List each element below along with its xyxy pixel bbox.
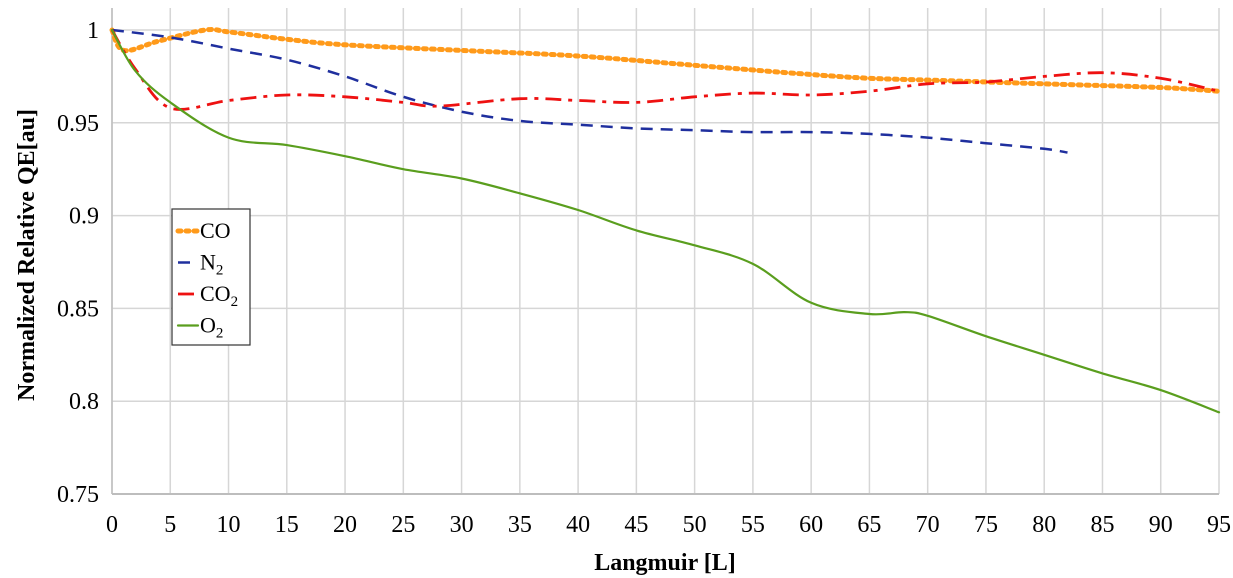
series-line-co2 — [110, 29, 1220, 111]
x-tick-label: 25 — [391, 512, 415, 538]
x-tick-label: 85 — [1090, 512, 1114, 538]
series-line-n2 — [111, 28, 1068, 154]
x-tick-label: 50 — [683, 512, 707, 538]
grid — [111, 8, 1220, 495]
x-tick-label: 45 — [624, 512, 648, 538]
series-line-o2 — [110, 28, 1221, 414]
x-tick-label: 40 — [566, 512, 590, 538]
x-tick-label: 80 — [1032, 512, 1056, 538]
x-tick-label: 60 — [799, 512, 823, 538]
y-tick-label: 0.85 — [57, 296, 99, 322]
x-tick-label: 70 — [916, 512, 940, 538]
x-tick-label: 75 — [974, 512, 998, 538]
legend-label: N2 — [200, 250, 223, 279]
series-line-co — [109, 26, 1222, 94]
x-tick-label: 35 — [508, 512, 532, 538]
series-lines — [109, 26, 1222, 414]
y-tick-label: 0.95 — [57, 111, 99, 137]
x-tick-label: 10 — [217, 512, 241, 538]
y-tick-labels: 0.75 0.8 0.85 0.9 0.95 1 — [57, 18, 99, 508]
x-tick-label: 0 — [106, 512, 118, 538]
legend-label: O2 — [200, 313, 223, 342]
y-tick-label: 1 — [87, 18, 99, 44]
y-tick-label: 0.8 — [69, 389, 99, 415]
axes — [111, 8, 1219, 495]
x-tick-label: 30 — [450, 512, 474, 538]
legend-label: CO2 — [200, 281, 238, 310]
y-tick-label: 0.9 — [69, 204, 99, 230]
y-axis-title: Normalized Relative QE[au] — [14, 109, 40, 401]
x-tick-label: 20 — [333, 512, 357, 538]
y-tick-label: 0.75 — [57, 482, 99, 508]
x-tick-label: 90 — [1149, 512, 1173, 538]
x-tick-label: 5 — [164, 512, 176, 538]
x-tick-label: 95 — [1207, 512, 1231, 538]
x-tick-label: 65 — [857, 512, 881, 538]
x-tick-labels: 0 5 10 15 20 25 30 35 40 45 50 55 60 65 70 75 80 85 90 95 — [106, 512, 1231, 538]
legend-label: CO — [200, 218, 231, 243]
x-tick-label: 55 — [741, 512, 765, 538]
x-axis-title: Langmuir [L] — [594, 550, 736, 576]
x-tick-label: 15 — [275, 512, 299, 538]
